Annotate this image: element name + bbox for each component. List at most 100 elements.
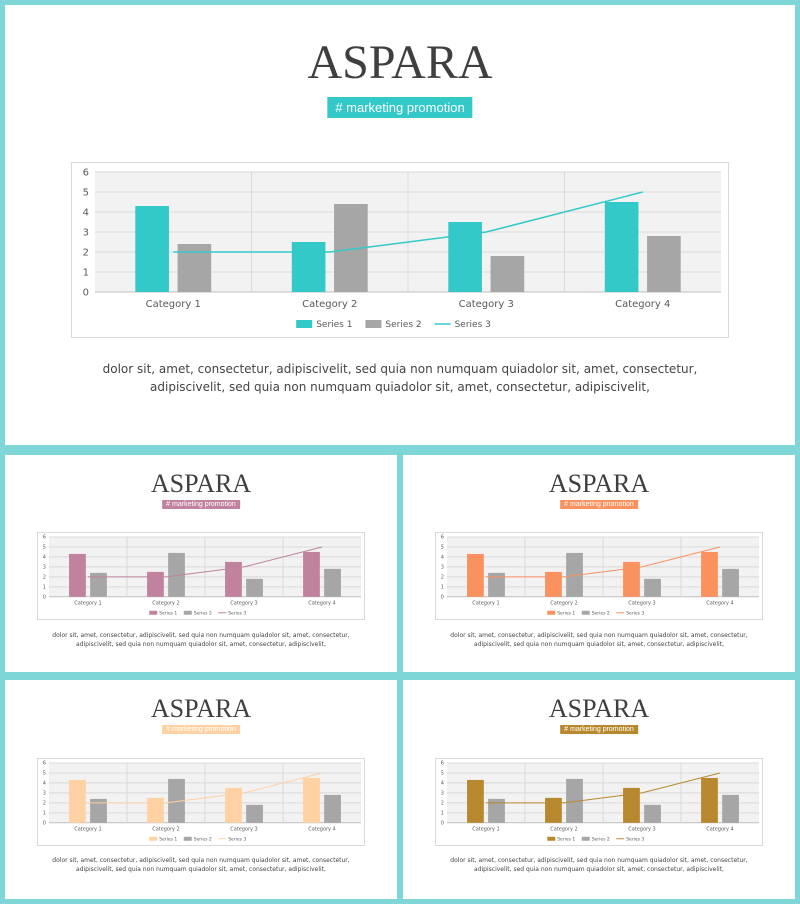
bar: [225, 561, 242, 597]
bar: [467, 553, 484, 597]
legend-swatch: [547, 610, 556, 615]
series-line: [87, 546, 323, 578]
body-text: dolor sit, amet, consectetur, adipiscive…: [403, 631, 795, 649]
legend-swatch: [547, 836, 556, 841]
bar: [168, 552, 185, 597]
y-tick-label: 6: [441, 535, 444, 541]
series-line: [485, 772, 721, 804]
bar: [467, 779, 484, 823]
bar: [135, 206, 169, 292]
y-tick-label: 6: [83, 168, 89, 179]
body-text-line: adipiscivelit, sed quia non numquam quia…: [474, 866, 724, 873]
x-tick-label: Category 3: [459, 299, 514, 310]
x-tick-label: Category 4: [615, 299, 670, 310]
tag-badge: # marketing promotion: [162, 500, 240, 509]
legend-label: Series 1: [557, 610, 575, 616]
y-tick-label: 2: [43, 575, 46, 581]
y-tick-label: 0: [441, 821, 444, 827]
x-tick-label: Category 2: [152, 600, 179, 606]
tag-badge: # marketing promotion: [560, 500, 638, 509]
bar-line-chart: 0 1 2 3 4 5 6 Category 1 Category 2 Category 3 Cat…: [435, 532, 763, 620]
bar: [246, 804, 263, 823]
slide-main: ASPARA # marketing promotion 0 1 2 3 4 5 6 Cate…: [5, 5, 795, 445]
y-tick-label: 1: [43, 585, 46, 591]
bar: [545, 571, 562, 597]
y-tick-label: 2: [441, 575, 444, 581]
y-tick-label: 1: [441, 811, 444, 817]
bar: [168, 778, 185, 823]
body-text-line: dolor sit, amet, consectetur, adipiscive…: [102, 362, 698, 376]
bar: [644, 578, 661, 597]
y-tick-label: 4: [43, 555, 46, 561]
x-tick-label: Category 1: [74, 600, 101, 606]
bar: [303, 777, 320, 823]
legend-label: Series 3: [455, 320, 491, 330]
x-tick-label: Category 3: [628, 826, 655, 832]
bar: [177, 244, 212, 292]
bar: [225, 787, 242, 823]
slide-orange: ASPARA # marketing promotion 0 1 2 3 4 5 6 Cate…: [403, 455, 795, 672]
legend-label: Series 2: [592, 610, 610, 616]
bar: [90, 572, 107, 597]
legend-swatch: [296, 320, 313, 328]
body-text-line: adipiscivelit, sed quia non numquam quia…: [150, 380, 650, 394]
bar: [324, 568, 341, 597]
bar: [566, 778, 583, 823]
y-tick-label: 6: [43, 761, 46, 767]
bar: [488, 572, 505, 597]
x-tick-label: Category 1: [472, 600, 499, 606]
legend-label: Series 3: [626, 610, 644, 616]
y-tick-label: 2: [83, 248, 89, 259]
bar: [545, 797, 562, 823]
y-tick-label: 4: [43, 781, 46, 787]
x-tick-label: Category 1: [74, 826, 101, 832]
bar: [647, 236, 681, 292]
slide-title: ASPARA: [307, 36, 493, 89]
legend-label: Series 1: [159, 610, 177, 616]
slide-title: ASPARA: [548, 469, 650, 498]
y-tick-label: 3: [441, 565, 444, 571]
bar: [147, 797, 164, 823]
body-text-line: dolor sit, amet, consectetur, adipiscive…: [52, 632, 350, 639]
x-tick-label: Category 1: [146, 299, 201, 310]
x-tick-label: Category 3: [230, 600, 257, 606]
bar: [722, 568, 739, 597]
x-tick-label: Category 4: [706, 826, 733, 832]
legend-label: Series 3: [626, 836, 644, 842]
y-tick-label: 4: [83, 208, 89, 219]
legend-label: Series 1: [159, 836, 177, 842]
y-tick-label: 1: [43, 811, 46, 817]
y-tick-label: 1: [441, 585, 444, 591]
x-tick-label: Category 4: [308, 826, 335, 832]
legend-swatch: [149, 836, 158, 841]
body-text-line: adipiscivelit, sed quia non numquam quia…: [76, 866, 326, 873]
slide-title: ASPARA: [548, 694, 650, 723]
bar: [644, 804, 661, 823]
bar: [69, 553, 86, 597]
bar: [303, 551, 320, 597]
y-tick-label: 3: [441, 791, 444, 797]
y-tick-label: 1: [83, 268, 89, 279]
body-text: dolor sit, amet, consectetur, adipiscive…: [5, 631, 397, 649]
body-text: dolor sit, amet, consectetur, adipiscive…: [403, 856, 795, 874]
legend-label: Series 2: [385, 320, 421, 330]
slide-peach: ASPARA # marketing promotion 0 1 2 3 4 5 6 Cate…: [5, 680, 397, 899]
legend-label: Series 1: [316, 320, 352, 330]
bar-line-chart: 0 1 2 3 4 5 6 Category 1 Category 2 Category 3 Cat…: [435, 758, 763, 846]
slide-title: ASPARA: [150, 694, 252, 723]
legend-swatch: [149, 610, 158, 615]
bar: [566, 552, 583, 597]
x-tick-label: Category 4: [308, 600, 335, 606]
y-tick-label: 3: [43, 565, 46, 571]
y-tick-label: 0: [43, 821, 46, 827]
slide-title: ASPARA: [150, 469, 252, 498]
tag-badge: # marketing promotion: [162, 725, 240, 734]
tag-badge: # marketing promotion: [560, 725, 638, 734]
series-line: [485, 546, 721, 578]
x-tick-label: Category 2: [550, 826, 577, 832]
y-tick-label: 4: [441, 781, 444, 787]
legend-swatch: [183, 836, 192, 841]
bar: [623, 561, 640, 597]
bar: [324, 794, 341, 823]
legend-label: Series 2: [592, 836, 610, 842]
